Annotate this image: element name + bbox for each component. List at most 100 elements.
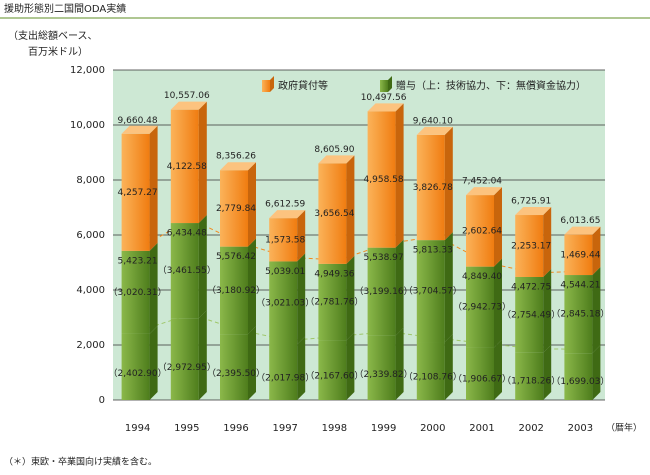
bar-side: [149, 242, 158, 334]
grant-aid-label: （2,395.50）: [207, 368, 265, 379]
bar-segment: [515, 352, 544, 400]
bar-segment: [121, 133, 150, 251]
bar-side: [543, 344, 552, 400]
bar-side: [248, 238, 256, 335]
grant-label: 5,576.42: [216, 252, 256, 262]
bar-side: [248, 162, 256, 247]
legend-swatch: [380, 80, 388, 92]
bar-segment: [466, 266, 494, 348]
grant-label: 4,849.40: [462, 272, 502, 282]
grant-label: 4,949.36: [314, 269, 354, 279]
legend-swatch-side: [388, 76, 392, 92]
y-tick-label: 2,000: [76, 340, 105, 351]
bar-segment: [416, 240, 445, 343]
bar-segment: [466, 347, 494, 400]
bar-side: [592, 345, 601, 400]
bar-side: [543, 268, 552, 353]
bar-segment: [121, 333, 150, 400]
bar-segment: [318, 340, 347, 400]
total-label: 6,013.65: [560, 216, 600, 226]
bar-top: [416, 126, 453, 135]
chart-title: 援助形態別二国間ODA実績: [4, 2, 126, 15]
loan-label: 3,656.54: [314, 209, 354, 219]
loan-label: 4,958.58: [364, 175, 404, 185]
x-tick-label: 1994: [125, 423, 150, 434]
loan-label: 1,573.58: [265, 235, 305, 245]
x-tick-label: 1999: [371, 423, 396, 434]
tech-coop-label: （3,021.03）: [256, 297, 314, 308]
x-tick-label: 1997: [272, 423, 297, 434]
grant-aid-label: （2,108.76）: [404, 371, 462, 382]
total-label: 8,356.26: [216, 152, 256, 162]
loan-label: 4,122.58: [167, 162, 207, 172]
bar-side: [592, 226, 601, 276]
tech-coop-label: （2,781.76）: [305, 297, 363, 308]
bar-side: [395, 327, 404, 400]
bar-segment: [220, 334, 248, 400]
tech-coop-label: （3,199.16）: [355, 286, 413, 297]
grant-label: 5,538.97: [364, 253, 404, 263]
bar-segment: [121, 250, 150, 334]
bar-side: [198, 101, 207, 224]
bar-side: [444, 334, 453, 400]
bar-segment: [318, 163, 347, 264]
total-label: 8,605.90: [314, 145, 354, 155]
loan-label: 1,469.44: [560, 250, 600, 260]
bar-segment: [416, 342, 445, 400]
x-tick-label: 1995: [174, 423, 199, 434]
grant-label: 5,039.01: [265, 267, 305, 277]
bar-segment: [220, 246, 248, 335]
y-tick-label: 0: [99, 395, 105, 406]
bar-segment: [318, 263, 347, 341]
grant-aid-line: [141, 313, 585, 350]
bar-segment: [170, 223, 199, 319]
loan-label: 4,257.27: [118, 188, 158, 198]
bar-segment: [564, 234, 593, 276]
grant-aid-label: （1,718.26）: [502, 376, 560, 387]
bar-side: [346, 332, 355, 400]
grant-aid-label: （2,402.90）: [109, 368, 167, 379]
loan-label: 2,253.17: [511, 242, 551, 252]
bar-side: [395, 103, 404, 248]
bar-segment: [367, 247, 396, 336]
tech-coop-label: （2,845.18）: [551, 309, 609, 320]
grant-aid-label: （2,167.60）: [305, 371, 363, 382]
total-label: 10,557.06: [164, 91, 210, 101]
grant-label: 6,434.48: [167, 229, 207, 239]
bar-side: [346, 255, 355, 341]
legend-swatch-side: [270, 76, 274, 92]
loan-label: 2,779.84: [216, 204, 256, 214]
bar-side: [149, 325, 158, 400]
footnote: （＊）東欧・卒業国向け実績を含む。: [4, 456, 157, 468]
bar-segment: [170, 318, 199, 400]
bar-segment: [515, 276, 544, 353]
bar-top: [466, 187, 502, 196]
tech-coop-label: （3,180.92）: [207, 285, 265, 296]
tech-coop-label: （2,942.73）: [453, 302, 511, 313]
grant-label: 5,813.33: [413, 246, 453, 256]
bar-segment: [269, 344, 298, 400]
grant-aid-label: （2,972.95）: [158, 362, 216, 373]
total-label: 7,452.04: [462, 177, 502, 187]
bar-top: [170, 101, 207, 110]
total-label: 9,660.48: [118, 116, 158, 126]
bar-side: [592, 267, 601, 354]
bar-side: [198, 310, 207, 400]
bar-top: [564, 226, 601, 235]
bar-segment: [170, 109, 199, 224]
bar-side: [198, 215, 207, 319]
x-tick-label: 2000: [420, 423, 445, 434]
bar-top: [367, 103, 404, 112]
y-tick-label: 10,000: [70, 120, 105, 131]
bar-segment: [367, 111, 396, 248]
y-axis-label: 百万米ドル）: [28, 45, 88, 58]
bar-segment: [466, 195, 494, 267]
grant-aid-label: （1,906.67）: [453, 374, 511, 385]
y-tick-label: 6,000: [76, 230, 105, 241]
y-axis-label: （支出総額ベース、: [8, 29, 98, 42]
total-label: 10,497.56: [361, 93, 407, 103]
grant-label: 4,472.75: [511, 282, 551, 292]
tech-coop-label: （3,020.31）: [109, 287, 167, 298]
x-tick-label: 2001: [469, 423, 494, 434]
